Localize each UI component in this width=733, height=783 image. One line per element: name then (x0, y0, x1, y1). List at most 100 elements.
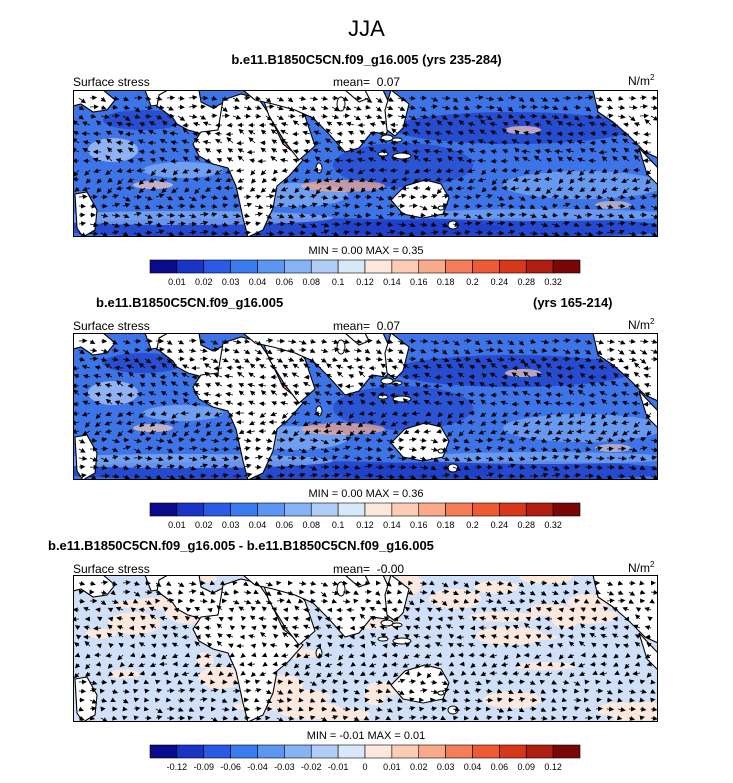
colorbar-swatch (525, 744, 554, 759)
wind-arrow (642, 158, 652, 164)
wind-arrow (468, 374, 476, 380)
wind-arrow (645, 169, 652, 176)
wind-arrow (111, 104, 119, 110)
panel-2-mean-label: mean= 0.07 (333, 319, 401, 333)
wind-arrow (610, 148, 619, 153)
wind-arrow (320, 105, 329, 111)
wind-arrow (331, 114, 340, 120)
colorbar-swatch (364, 259, 393, 274)
wind-arrow (580, 148, 586, 154)
wind-arrow (149, 158, 157, 163)
wind-arrow (249, 158, 256, 164)
island (391, 137, 403, 143)
wind-arrow (534, 149, 542, 155)
wind-arrow (312, 148, 322, 154)
wind-arrow (621, 155, 630, 162)
wind-arrow (271, 148, 278, 153)
anomaly-region (109, 669, 140, 679)
wind-arrow (650, 115, 658, 121)
wind-arrow (441, 105, 451, 111)
wind-arrow (595, 96, 604, 102)
panel-3-field-label: Surface stress (73, 562, 150, 576)
wind-arrow (562, 105, 569, 111)
panel-2-title: b.e11.B1850C5CN.f09_g16.005 (96, 295, 284, 310)
wind-arrow (268, 122, 278, 128)
wind-arrow (73, 131, 80, 136)
colorbar-tick-label: 0.24 (491, 277, 509, 287)
wind-arrow (540, 104, 550, 110)
wind-arrow (314, 122, 322, 127)
wind-arrow (345, 383, 355, 389)
wind-arrow (413, 154, 421, 162)
wind-arrow (216, 158, 223, 163)
wind-arrow (573, 115, 580, 121)
wind-arrow (331, 464, 341, 470)
wind-arrow (463, 96, 471, 102)
wind-arrow (249, 186, 256, 192)
wind-arrow (202, 139, 212, 145)
wind-arrow (645, 178, 652, 185)
wind-arrow (577, 157, 586, 163)
wind-arrow (265, 193, 275, 199)
wind-arrow (254, 194, 262, 200)
wind-arrow (210, 113, 218, 119)
wind-arrow (353, 598, 359, 604)
wind-arrow (194, 187, 201, 195)
wind-arrow (435, 177, 443, 182)
wind-arrow (138, 178, 146, 185)
wind-arrow (644, 118, 652, 126)
wind-arrow (188, 104, 198, 110)
colorbar-swatch (552, 744, 581, 759)
anomaly-region (487, 633, 559, 641)
wind-arrow (182, 127, 190, 135)
wind-arrow (115, 185, 124, 191)
island (377, 394, 389, 400)
wind-arrow (177, 115, 186, 121)
wind-arrow (323, 428, 333, 434)
wind-arrow (122, 115, 131, 121)
wind-arrow (309, 115, 317, 121)
colorbar-tick-label: 0.1 (332, 277, 345, 287)
colorbar-swatch (552, 502, 581, 517)
wind-arrow (144, 105, 153, 111)
wind-arrow (565, 121, 575, 127)
high-stress-region (505, 126, 541, 134)
wind-arrow (276, 105, 284, 111)
wind-arrow (419, 706, 425, 712)
wind-arrow (100, 114, 110, 120)
wind-arrow (127, 177, 135, 183)
colorbar-swatch (525, 259, 554, 274)
wind-arrow (182, 156, 190, 162)
wind-arrow (325, 138, 333, 144)
wind-arrow (436, 120, 443, 126)
wind-arrow (589, 131, 597, 137)
wind-arrow (595, 114, 602, 119)
wind-arrow (353, 105, 362, 111)
wind-arrow (260, 169, 267, 176)
wind-arrow (430, 104, 438, 110)
colorbar-swatch (257, 502, 285, 517)
wind-arrow (501, 178, 509, 184)
wind-arrow (122, 105, 130, 110)
wind-arrow (324, 147, 333, 153)
wind-arrow (227, 148, 234, 154)
colorbar-tick-label: 0.01 (168, 277, 186, 287)
wind-arrow (107, 187, 113, 194)
wind-arrow (599, 177, 608, 183)
panel-2-min-max: MIN = 0.00 MAX = 0.36 (308, 488, 424, 500)
wind-arrow (96, 187, 102, 194)
wind-arrow (364, 97, 373, 103)
wind-arrow (221, 96, 229, 102)
wind-arrow (260, 129, 267, 135)
wind-arrow (518, 212, 528, 218)
wind-arrow (507, 106, 514, 112)
wind-arrow (273, 169, 279, 175)
wind-arrow (237, 155, 245, 162)
wind-arrow (150, 169, 157, 177)
wind-arrow (631, 177, 641, 183)
wind-arrow (601, 168, 608, 173)
wind-arrow (540, 114, 548, 119)
wind-arrow (562, 113, 569, 119)
wind-arrow (116, 148, 124, 154)
wind-arrow (391, 128, 399, 135)
